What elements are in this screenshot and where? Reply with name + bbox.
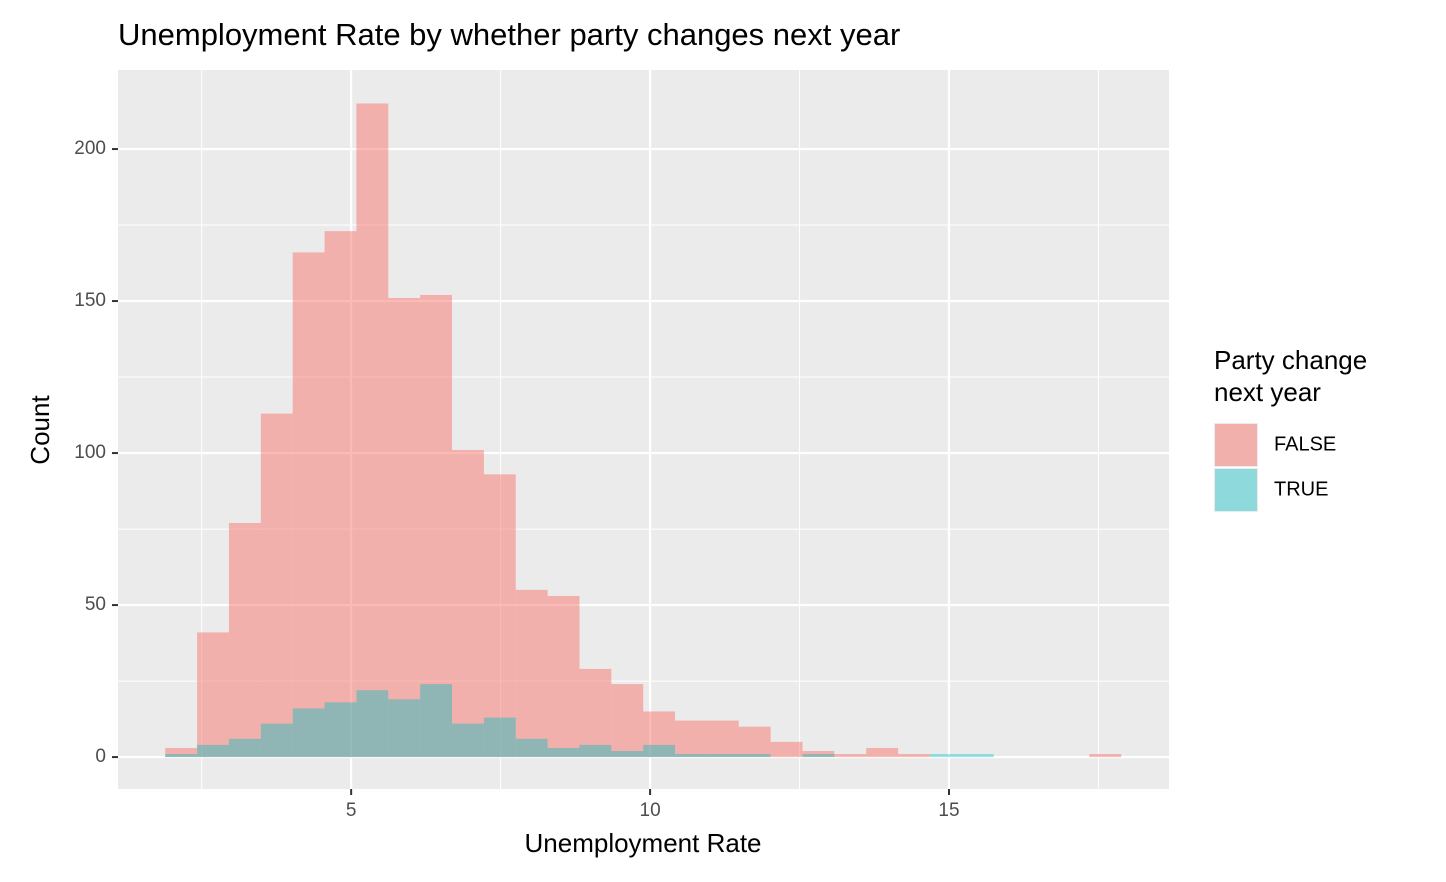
legend-label: TRUE [1274,478,1328,500]
histogram-bar [579,668,612,758]
histogram-bar [228,738,261,758]
legend-title: Party change [1214,345,1367,375]
histogram-bar [324,702,357,758]
histogram-bar [643,744,676,758]
histogram-bar [547,747,580,758]
histogram-bar [929,754,962,758]
histogram-bar [675,754,707,758]
histogram-bar [483,717,516,758]
histogram-bar [611,750,644,758]
y-tick-label: 0 [95,746,106,767]
histogram-bar [738,754,771,758]
histogram-bar [197,744,229,758]
histogram-bar [420,294,453,758]
x-tick-label: 5 [346,800,357,821]
x-axis-label: Unemployment Rate [525,828,762,858]
legend-title: next year [1214,377,1321,407]
histogram-bar [292,708,325,758]
histogram-bar [866,747,899,758]
legend-key-bg [1214,468,1258,512]
histogram-bar [197,632,229,758]
histogram-bar [706,720,739,758]
y-tick-label: 50 [85,594,106,615]
legend-swatch [1215,424,1257,466]
histogram-bar [738,726,771,758]
x-tick-label: 15 [938,800,959,821]
histogram-bar [547,595,580,758]
histogram-bar [706,754,739,758]
legend-swatch [1215,469,1257,511]
histogram-bar [260,413,293,758]
histogram-bar [961,754,994,758]
histogram-bar [579,744,612,758]
histogram-bar [420,684,453,758]
histogram-bar [515,589,548,758]
histogram-bar [324,231,357,758]
y-tick-label: 150 [74,290,106,311]
histogram-bar [770,741,803,758]
y-axis-label: Count [25,395,55,465]
histogram-bar [165,754,198,758]
histogram-bar [1089,754,1122,758]
histogram-bar [452,723,484,758]
y-tick-label: 100 [74,442,106,463]
histogram-bar [515,738,548,758]
histogram-bar [356,103,389,758]
histogram-bar [165,747,198,758]
histogram-bar [292,252,325,758]
histogram-bar [834,754,867,758]
x-tick-label: 10 [640,800,661,821]
chart-title: Unemployment Rate by whether party chang… [118,17,900,52]
histogram-bar [483,474,516,758]
histogram-bar [611,684,644,758]
histogram-bar [228,522,261,758]
histogram-bar [802,750,835,758]
histogram-bar [898,754,930,758]
histogram-bar [675,720,707,758]
histogram-bar [388,298,421,758]
legend-label: FALSE [1274,433,1336,455]
histogram-bar [802,754,835,758]
histogram-bar [388,699,421,758]
histogram-bar [452,450,484,758]
histogram-bar [643,711,676,758]
histogram-bar [356,690,389,758]
y-tick-label: 200 [74,138,106,159]
histogram-bar [260,723,293,758]
